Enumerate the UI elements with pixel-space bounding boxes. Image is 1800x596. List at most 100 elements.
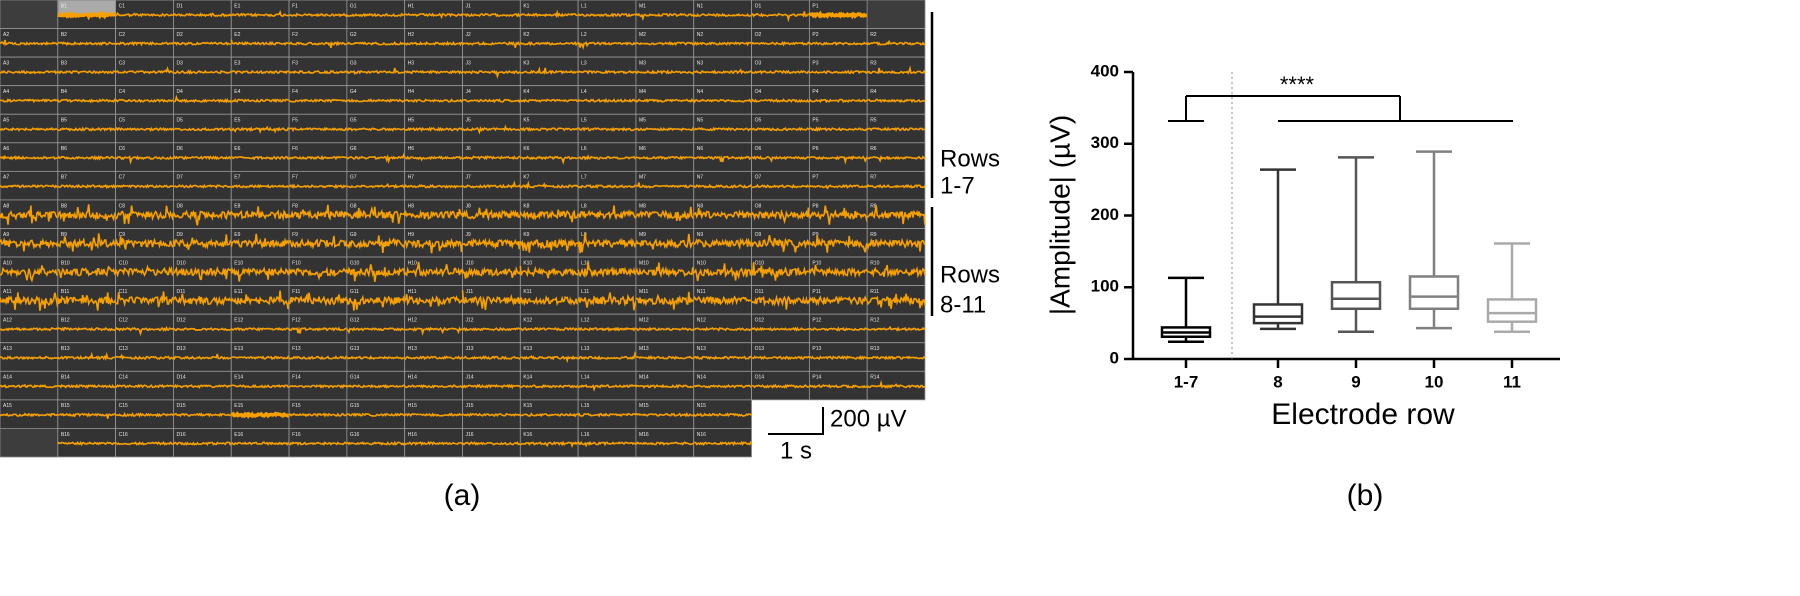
trace <box>750 126 810 132</box>
cell-label: H4 <box>408 89 415 95</box>
trace <box>866 355 926 361</box>
trace <box>346 12 406 18</box>
trace <box>288 266 348 281</box>
trace <box>750 207 811 225</box>
cell-label: K15 <box>523 403 532 409</box>
trace <box>403 294 464 307</box>
empty-cell <box>0 428 59 458</box>
trace <box>57 154 116 161</box>
trace <box>577 440 637 448</box>
trace <box>635 326 695 332</box>
cell-label: R3 <box>870 60 877 66</box>
cell-label: D6 <box>176 146 183 152</box>
bracket-word: Rows <box>940 261 1000 288</box>
trace <box>403 261 464 278</box>
cell-label: O9 <box>755 232 762 238</box>
x-tick-label: 9 <box>1351 372 1360 391</box>
trace <box>57 98 117 104</box>
trace <box>635 126 694 132</box>
trace <box>57 265 117 279</box>
cell-label: D11 <box>176 289 185 295</box>
cell-label: C5 <box>119 118 126 124</box>
cell-label: B11 <box>61 289 70 295</box>
cell-label: A13 <box>3 346 12 352</box>
cell-label: O1 <box>755 3 762 9</box>
trace <box>462 69 521 80</box>
trace <box>0 383 59 389</box>
y-axis-label: |Amplitude| (µV) <box>1044 115 1075 315</box>
trace <box>808 383 868 389</box>
trace <box>114 183 174 189</box>
trace <box>693 355 753 361</box>
trace <box>288 384 348 389</box>
cell-label: D10 <box>176 260 185 266</box>
cell-label: B10 <box>61 260 70 266</box>
cell-label: C12 <box>119 318 128 324</box>
cell-label: K1 <box>523 3 529 9</box>
cell-label: P11 <box>812 289 821 295</box>
cell-label: L3 <box>581 60 587 66</box>
trace <box>577 184 636 189</box>
cell-label: E6 <box>234 146 240 152</box>
cell-label: M12 <box>639 318 649 324</box>
cell-label: G14 <box>350 375 360 381</box>
trace <box>173 183 232 189</box>
cell-label: F15 <box>292 403 301 409</box>
trace <box>0 154 58 161</box>
trace <box>57 126 116 132</box>
cell-label: G5 <box>350 118 357 124</box>
cell-label: D13 <box>176 346 185 352</box>
trace <box>808 98 868 104</box>
trace <box>346 127 406 132</box>
cell-label: D16 <box>176 432 185 438</box>
trace <box>346 152 406 165</box>
trace <box>115 411 175 418</box>
cell-label: B16 <box>61 432 70 438</box>
cell-label: K8 <box>523 203 529 209</box>
trace <box>693 12 752 18</box>
trace <box>809 69 868 75</box>
cell-label: G15 <box>350 403 360 409</box>
trace <box>0 292 59 311</box>
cell-label: M1 <box>639 3 646 9</box>
trace <box>289 126 347 133</box>
cell-label: F2 <box>292 32 298 38</box>
trace <box>172 209 233 226</box>
cell-label: C8 <box>119 203 126 209</box>
cell-label: J2 <box>466 32 472 38</box>
cell-label: G3 <box>350 60 357 66</box>
cell-label: C6 <box>119 146 126 152</box>
cell-label: B13 <box>61 346 70 352</box>
trace <box>173 412 232 418</box>
trace <box>288 12 348 18</box>
panel-label: (a) <box>444 479 481 512</box>
cell-label: H11 <box>408 289 417 295</box>
cell-label: F3 <box>292 60 298 66</box>
trace <box>404 12 464 20</box>
trace <box>57 440 116 447</box>
trace <box>866 264 926 279</box>
trace <box>520 440 579 449</box>
trace <box>693 263 753 282</box>
cell-label: A4 <box>3 89 9 95</box>
cell-label: E14 <box>234 375 243 381</box>
trace <box>519 40 579 47</box>
cell-label: K5 <box>523 118 529 124</box>
cell-label: K9 <box>523 232 529 238</box>
trace <box>808 10 868 20</box>
trace <box>461 124 521 135</box>
cell-label: D15 <box>176 403 185 409</box>
trace <box>461 265 522 279</box>
cell-label: P1 <box>812 3 818 9</box>
trace <box>462 355 521 361</box>
trace <box>635 206 695 221</box>
trace <box>866 237 926 252</box>
cell-label: E7 <box>234 175 240 181</box>
cell-label: G9 <box>350 232 357 238</box>
cell-label: J7 <box>466 175 472 181</box>
cell-label: J3 <box>466 60 472 66</box>
cell-label: H14 <box>408 375 417 381</box>
trace <box>577 41 637 51</box>
cell-label: N3 <box>697 60 704 66</box>
trace <box>230 326 290 332</box>
